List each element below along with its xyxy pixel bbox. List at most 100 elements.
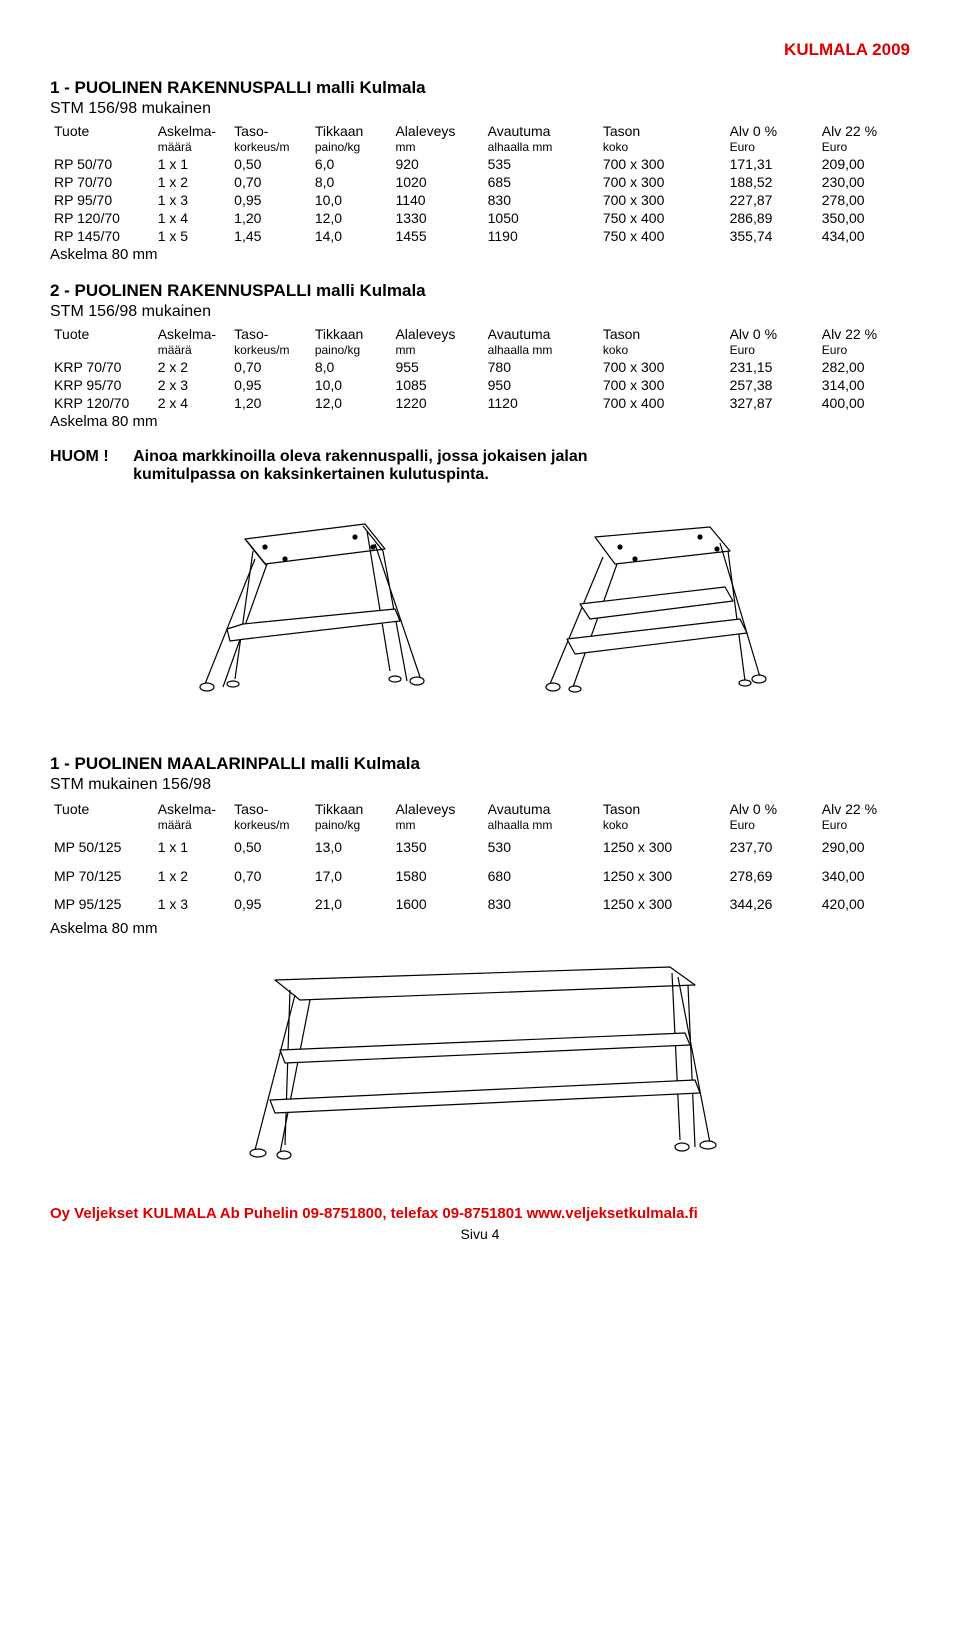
cell: 1 x 3 — [154, 890, 230, 919]
cell: 830 — [484, 890, 599, 919]
cell: 1220 — [391, 394, 483, 412]
cell: 8,0 — [311, 173, 392, 191]
col-taso: Taso- — [230, 122, 311, 140]
huom-label: HUOM ! — [50, 448, 109, 465]
table-row: RP 145/701 x 51,4514,014551190750 x 4003… — [50, 227, 910, 245]
cell: 13,0 — [311, 833, 392, 862]
cell: 231,15 — [726, 358, 818, 376]
table-row: RP 70/701 x 20,708,01020685700 x 300188,… — [50, 173, 910, 191]
cell: 1250 x 300 — [599, 890, 726, 919]
cell: 2 x 3 — [154, 376, 230, 394]
page-number: Sivu 4 — [50, 1226, 910, 1242]
section1-title: 1 - PUOLINEN RAKENNUSPALLI malli Kulmala — [50, 78, 910, 98]
section2-title: 2 - PUOLINEN RAKENNUSPALLI malli Kulmala — [50, 281, 910, 301]
cell: RP 70/70 — [50, 173, 154, 191]
cell: 282,00 — [818, 358, 910, 376]
cell: 327,87 — [726, 394, 818, 412]
cell: 10,0 — [311, 191, 392, 209]
cell: 700 x 300 — [599, 173, 726, 191]
cell: 1 x 1 — [154, 155, 230, 173]
cell: 340,00 — [818, 862, 910, 891]
cell: 0,70 — [230, 862, 311, 891]
cell: 700 x 300 — [599, 358, 726, 376]
cell: 21,0 — [311, 890, 392, 919]
cell: 171,31 — [726, 155, 818, 173]
cell: 1140 — [391, 191, 483, 209]
cell: 1,20 — [230, 209, 311, 227]
cell: 0,95 — [230, 890, 311, 919]
cell: 0,70 — [230, 358, 311, 376]
cell: 227,87 — [726, 191, 818, 209]
cell: RP 50/70 — [50, 155, 154, 173]
cell: 257,38 — [726, 376, 818, 394]
table-header-row: Tuote Askelma- Taso- Tikkaan Alaleveys A… — [50, 122, 910, 140]
table-row: MP 50/1251 x 10,5013,013505301250 x 3002… — [50, 833, 910, 862]
cell: 700 x 400 — [599, 394, 726, 412]
cell: 955 — [391, 358, 483, 376]
section3-subtitle: STM mukainen 156/98 — [50, 776, 910, 794]
cell: 0,95 — [230, 376, 311, 394]
table-subheader-row: määrä korkeus/m paino/kg mm alhaalla mm … — [50, 818, 910, 833]
cell: 1 x 3 — [154, 191, 230, 209]
cell: 830 — [484, 191, 599, 209]
cell: 1455 — [391, 227, 483, 245]
illustration-row-1 — [50, 504, 910, 704]
table-subheader-row: määrä korkeus/m paino/kg mm alhaalla mm … — [50, 343, 910, 358]
col-tikkaan: Tikkaan — [311, 122, 392, 140]
cell: 1 x 4 — [154, 209, 230, 227]
cell: 1,20 — [230, 394, 311, 412]
cell: 1250 x 300 — [599, 833, 726, 862]
cell: 230,00 — [818, 173, 910, 191]
table-header-row: Tuote Askelma- Taso- Tikkaan Alaleveys A… — [50, 800, 910, 818]
huom-line1: Ainoa markkinoilla oleva rakennuspalli, … — [133, 448, 587, 465]
col-askelma: Askelma- — [154, 122, 230, 140]
table-row: KRP 95/702 x 30,9510,01085950700 x 30025… — [50, 376, 910, 394]
cell: 12,0 — [311, 209, 392, 227]
askelma-note-1: Askelma 80 mm — [50, 246, 910, 263]
table-row: RP 50/701 x 10,506,0920535700 x 300171,3… — [50, 155, 910, 173]
col-avautuma: Avautuma — [484, 122, 599, 140]
table-row: MP 95/1251 x 30,9521,016008301250 x 3003… — [50, 890, 910, 919]
cell: 1050 — [484, 209, 599, 227]
cell: 700 x 300 — [599, 376, 726, 394]
askelma-note-2: Askelma 80 mm — [50, 413, 910, 430]
section3-table: Tuote Askelma- Taso- Tikkaan Alaleveys A… — [50, 800, 910, 919]
cell: 1020 — [391, 173, 483, 191]
cell: 750 x 400 — [599, 227, 726, 245]
cell: 278,00 — [818, 191, 910, 209]
table-row: KRP 120/702 x 41,2012,012201120700 x 400… — [50, 394, 910, 412]
cell: 0,70 — [230, 173, 311, 191]
cell: RP 145/70 — [50, 227, 154, 245]
cell: 1,45 — [230, 227, 311, 245]
cell: 188,52 — [726, 173, 818, 191]
section1-subtitle: STM 156/98 mukainen — [50, 100, 910, 118]
cell: 0,95 — [230, 191, 311, 209]
cell: KRP 70/70 — [50, 358, 154, 376]
cell: 8,0 — [311, 358, 392, 376]
cell: 1 x 2 — [154, 173, 230, 191]
cell: 680 — [484, 862, 599, 891]
cell: 1350 — [391, 833, 483, 862]
table-row: RP 95/701 x 30,9510,01140830700 x 300227… — [50, 191, 910, 209]
cell: 950 — [484, 376, 599, 394]
cell: KRP 120/70 — [50, 394, 154, 412]
cell: 400,00 — [818, 394, 910, 412]
cell: 14,0 — [311, 227, 392, 245]
huom-line2: kumitulpassa on kaksinkertainen kulutusp… — [133, 466, 489, 483]
cell: 344,26 — [726, 890, 818, 919]
cell: 2 x 2 — [154, 358, 230, 376]
cell: 530 — [484, 833, 599, 862]
cell: 1330 — [391, 209, 483, 227]
cell: MP 70/125 — [50, 862, 154, 891]
cell: 0,50 — [230, 833, 311, 862]
section1-table: Tuote Askelma- Taso- Tikkaan Alaleveys A… — [50, 122, 910, 245]
cell: 1250 x 300 — [599, 862, 726, 891]
table-header-row: Tuote Askelma- Taso- Tikkaan Alaleveys A… — [50, 325, 910, 343]
cell: 1 x 1 — [154, 833, 230, 862]
cell: MP 50/125 — [50, 833, 154, 862]
cell: 17,0 — [311, 862, 392, 891]
cell: 286,89 — [726, 209, 818, 227]
cell: RP 95/70 — [50, 191, 154, 209]
section2-table: Tuote Askelma- Taso- Tikkaan Alaleveys A… — [50, 325, 910, 412]
cell: 6,0 — [311, 155, 392, 173]
